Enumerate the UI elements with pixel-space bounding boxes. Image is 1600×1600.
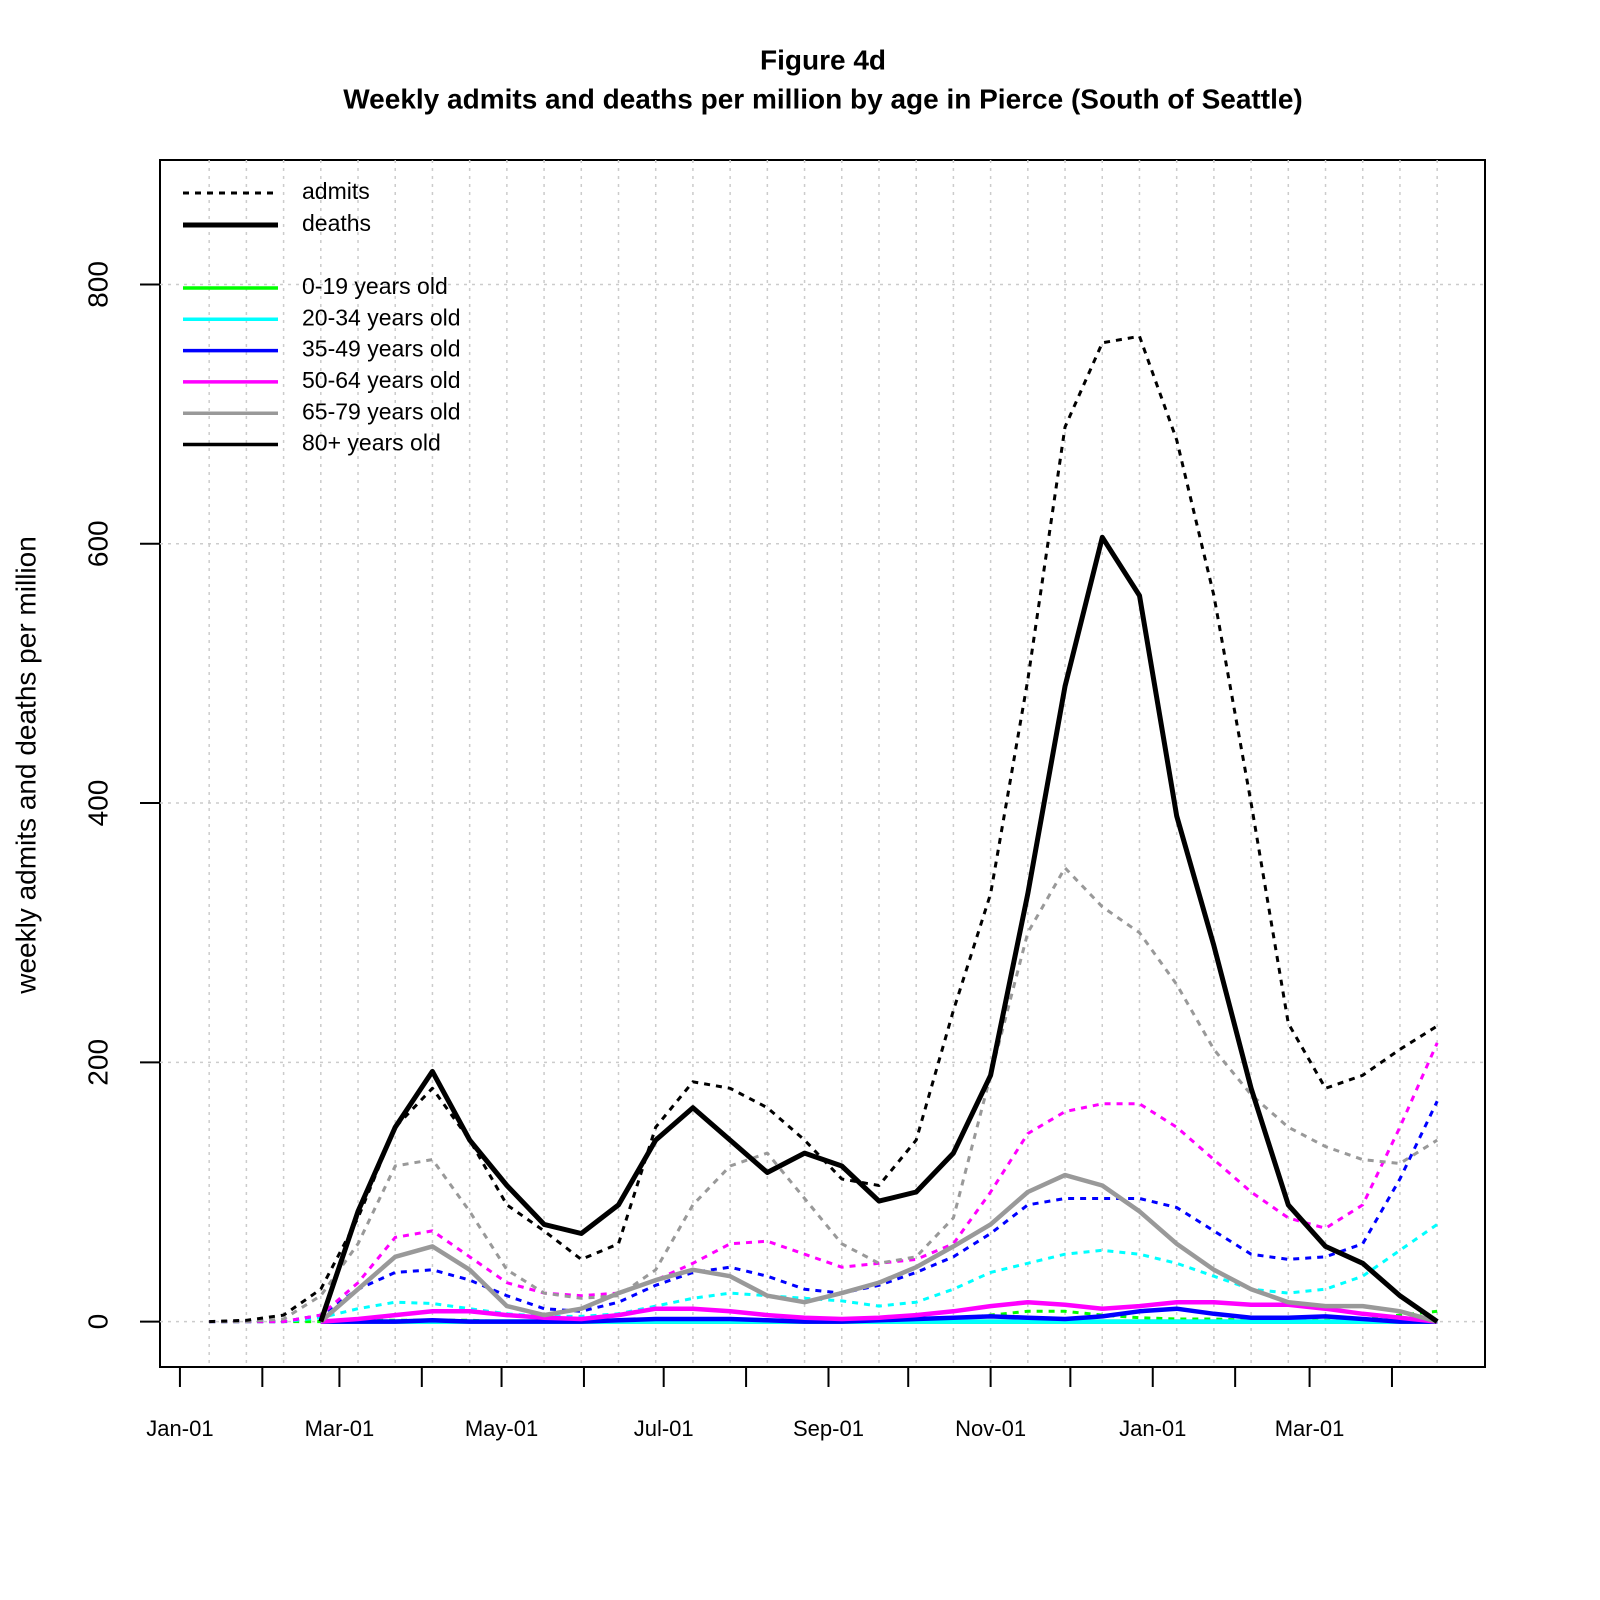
x-tick-label: Jan-01 — [1119, 1416, 1186, 1441]
admits-line — [209, 866, 1438, 1324]
y-tick-label: 200 — [82, 1039, 113, 1086]
deaths-line — [319, 1172, 1438, 1324]
x-tick-label: Nov-01 — [955, 1416, 1026, 1441]
legend-label: 0-19 years old — [302, 273, 448, 299]
deaths-line — [320, 1299, 1438, 1324]
y-axis-label: weekly admits and deaths per million — [10, 536, 41, 995]
legend-label: 35-49 years old — [302, 336, 461, 362]
x-tick-label: Sep-01 — [793, 1416, 864, 1441]
chart-subtitle: Weekly admits and deaths per million by … — [343, 83, 1303, 114]
y-tick-label: 800 — [82, 261, 113, 308]
x-tick-label: Jul-01 — [634, 1416, 694, 1441]
admits-line — [209, 1100, 1439, 1324]
y-tick-label: 600 — [82, 520, 113, 567]
admits-line — [209, 1223, 1439, 1324]
legend-label: admits — [302, 178, 370, 204]
chart-title: Figure 4d — [760, 44, 886, 75]
legend-label: 80+ years old — [302, 430, 441, 456]
deaths-line — [320, 1306, 1438, 1324]
legend-label: 50-64 years old — [302, 367, 461, 393]
deaths-line — [318, 534, 1439, 1324]
plot-frame — [159, 159, 1486, 1368]
y-tick-label: 0 — [82, 1314, 113, 1330]
x-tick-label: Jan-01 — [146, 1416, 213, 1441]
legend-label: 20-34 years old — [302, 304, 461, 330]
legend-label: 65-79 years old — [302, 398, 461, 424]
x-tick-label: Mar-01 — [305, 1416, 375, 1441]
x-tick-label: May-01 — [465, 1416, 538, 1441]
y-tick-label: 400 — [82, 780, 113, 827]
legend-label: deaths — [302, 210, 371, 236]
x-tick-label: Mar-01 — [1275, 1416, 1345, 1441]
